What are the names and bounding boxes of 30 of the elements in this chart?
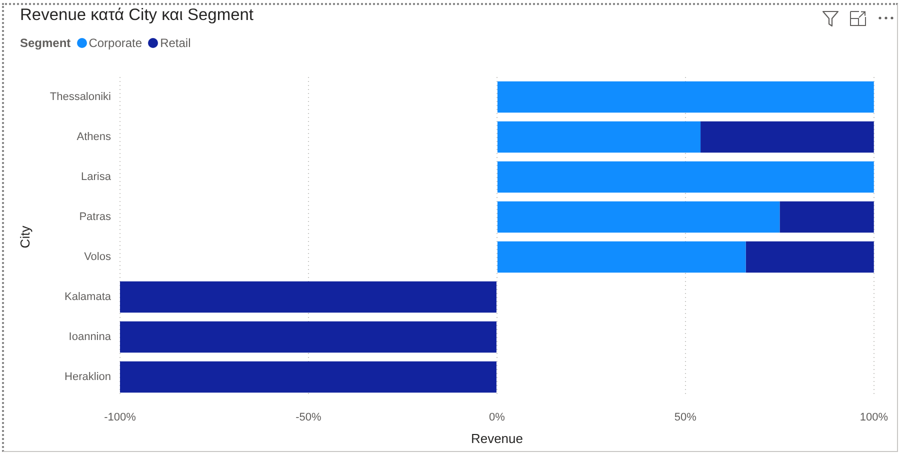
y-tick-label: Athens — [76, 131, 112, 144]
bar — [700, 121, 874, 153]
x-tick-label: 0% — [489, 412, 506, 424]
legend-label: Retail — [160, 36, 191, 50]
y-axis-title: City — [17, 225, 32, 248]
bar — [497, 81, 874, 113]
legend-label: Corporate — [88, 36, 142, 50]
chart-title: Revenue κατά City και Segment — [20, 6, 254, 25]
bar — [746, 241, 874, 273]
x-tick-label: 50% — [674, 412, 697, 424]
bar — [497, 201, 780, 233]
y-tick-label: Heraklion — [64, 371, 111, 384]
y-tick-label: Thessaloniki — [50, 91, 111, 104]
y-tick-label: Ioannina — [68, 331, 112, 344]
y-tick-label: Larisa — [81, 171, 112, 184]
y-tick-label: Patras — [79, 211, 112, 224]
bar — [497, 121, 701, 153]
x-axis-title: Revenue — [470, 430, 523, 446]
bar — [120, 321, 496, 353]
bar — [120, 361, 496, 393]
bar — [497, 241, 746, 273]
bar — [120, 281, 496, 313]
bar — [780, 201, 874, 233]
y-tick-label: Kalamata — [64, 291, 112, 304]
x-tick-label: -50% — [296, 412, 322, 424]
x-tick-label: -100% — [104, 412, 136, 424]
bar — [497, 161, 874, 193]
legend-title: Segment — [20, 36, 71, 50]
y-tick-label: Volos — [84, 251, 112, 264]
x-tick-label: 100% — [860, 412, 888, 424]
